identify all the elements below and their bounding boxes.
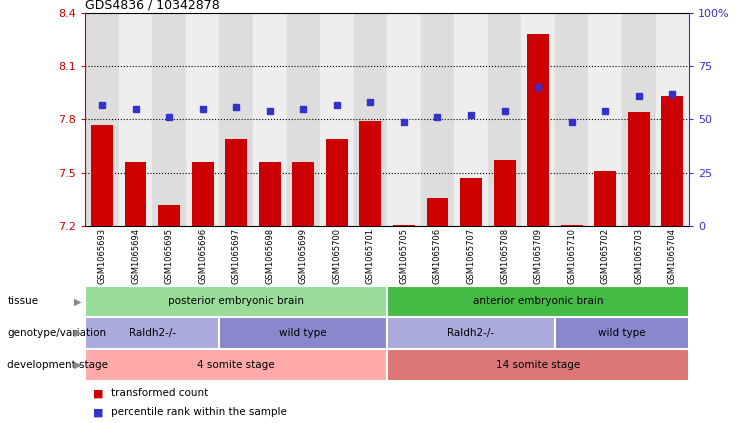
Bar: [421, 13, 454, 226]
Text: ▶: ▶: [74, 328, 82, 338]
Bar: [427, 198, 448, 226]
Bar: [460, 178, 482, 226]
Text: tissue: tissue: [7, 297, 39, 306]
Bar: [387, 286, 689, 317]
Bar: [622, 13, 656, 226]
Bar: [85, 349, 387, 381]
Bar: [387, 13, 421, 226]
Text: ■: ■: [93, 388, 103, 398]
Bar: [662, 96, 683, 226]
Text: ■: ■: [93, 407, 103, 418]
Text: ▶: ▶: [74, 360, 82, 370]
Text: 14 somite stage: 14 somite stage: [496, 360, 580, 370]
Text: development stage: development stage: [7, 360, 108, 370]
Bar: [124, 162, 147, 226]
Bar: [353, 13, 387, 226]
Bar: [91, 125, 113, 226]
Text: Raldh2-/-: Raldh2-/-: [448, 328, 494, 338]
Bar: [387, 349, 689, 381]
Bar: [588, 13, 622, 226]
Bar: [528, 34, 549, 226]
Bar: [594, 171, 617, 226]
Bar: [219, 317, 387, 349]
Bar: [85, 317, 219, 349]
Bar: [656, 13, 689, 226]
Text: wild type: wild type: [279, 328, 327, 338]
Bar: [555, 13, 588, 226]
Text: Raldh2-/-: Raldh2-/-: [129, 328, 176, 338]
Bar: [387, 317, 555, 349]
Text: transformed count: transformed count: [111, 388, 208, 398]
Bar: [85, 13, 119, 226]
Bar: [454, 13, 488, 226]
Bar: [192, 162, 213, 226]
Bar: [522, 13, 555, 226]
Bar: [119, 13, 153, 226]
Bar: [259, 162, 281, 226]
Bar: [488, 13, 522, 226]
Text: posterior embryonic brain: posterior embryonic brain: [168, 297, 305, 306]
Bar: [219, 13, 253, 226]
Bar: [561, 225, 582, 226]
Bar: [359, 121, 382, 226]
Bar: [293, 162, 314, 226]
Bar: [494, 160, 516, 226]
Text: 4 somite stage: 4 somite stage: [197, 360, 275, 370]
Bar: [186, 13, 219, 226]
Text: percentile rank within the sample: percentile rank within the sample: [111, 407, 287, 418]
Bar: [158, 205, 180, 226]
Text: genotype/variation: genotype/variation: [7, 328, 107, 338]
Text: GDS4836 / 10342878: GDS4836 / 10342878: [85, 0, 220, 11]
Bar: [320, 13, 353, 226]
Bar: [555, 317, 689, 349]
Bar: [253, 13, 287, 226]
Bar: [326, 139, 348, 226]
Bar: [393, 225, 415, 226]
Bar: [287, 13, 320, 226]
Text: anterior embryonic brain: anterior embryonic brain: [473, 297, 603, 306]
Bar: [85, 286, 387, 317]
Bar: [628, 113, 650, 226]
Text: wild type: wild type: [598, 328, 646, 338]
Bar: [225, 139, 247, 226]
Bar: [153, 13, 186, 226]
Text: ▶: ▶: [74, 297, 82, 306]
